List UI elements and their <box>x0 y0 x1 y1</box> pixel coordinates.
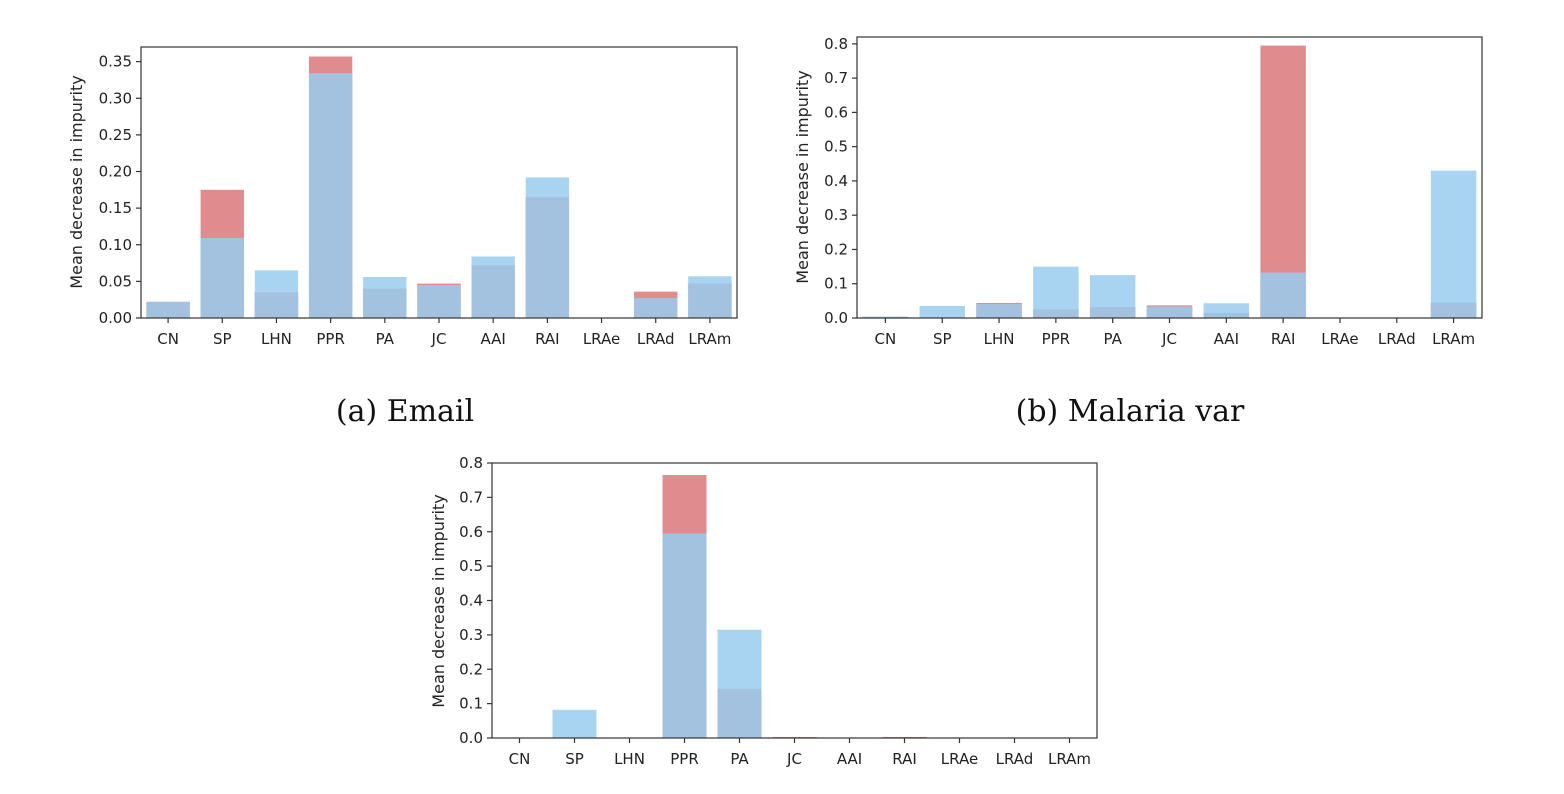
y-tick-label: 0.2 <box>824 240 848 258</box>
x-tick-label: RAI <box>1271 330 1296 348</box>
panel-caption: (b) Malaria var <box>1016 394 1245 429</box>
y-axis-label: Mean decrease in impurity <box>429 494 448 707</box>
y-tick-label: 0.4 <box>459 592 483 610</box>
x-tick-label: JC <box>786 750 802 768</box>
y-tick-label: 0.20 <box>99 163 132 181</box>
bar-overlap-PPR <box>308 73 353 318</box>
bar-overlap-LHN <box>976 304 1022 318</box>
bar-overlap-PA <box>717 688 762 738</box>
x-tick-label: LRAm <box>688 330 731 348</box>
bar-overlap-JC <box>417 285 461 318</box>
y-tick-label: 0.7 <box>824 69 848 87</box>
y-tick-label: 0.1 <box>824 275 848 293</box>
x-tick-label: LHN <box>614 750 645 768</box>
y-tick-label: 0.3 <box>459 626 483 644</box>
y-tick-label: 0.2 <box>459 660 483 678</box>
bar-overlap-LRAm <box>1430 302 1477 318</box>
y-tick-label: 0.15 <box>99 199 132 217</box>
bar-overlap-LRAm <box>688 283 732 318</box>
x-tick-label: CN <box>875 330 897 348</box>
x-tick-label: LRAe <box>1321 330 1358 348</box>
x-tick-label: SP <box>213 330 232 348</box>
panel-caption: (a) Email <box>336 394 474 429</box>
x-tick-label: JC <box>431 330 447 348</box>
x-tick-label: PPR <box>1042 330 1071 348</box>
x-tick-label: LRAm <box>1048 750 1091 768</box>
x-tick-label: CN <box>509 750 531 768</box>
x-tick-label: PA <box>1104 330 1123 348</box>
bar-overlap-JC <box>1146 306 1193 318</box>
bar-overlap-LHN <box>254 292 299 318</box>
x-tick-label: LRAm <box>1432 330 1475 348</box>
y-tick-label: 0.8 <box>459 454 483 472</box>
x-tick-label: CN <box>157 330 179 348</box>
y-tick-label: 0.8 <box>824 35 848 53</box>
bar-overlap-CN <box>146 301 190 318</box>
y-tick-label: 0.1 <box>459 695 483 713</box>
y-tick-label: 0.10 <box>99 236 132 254</box>
y-tick-label: 0.05 <box>99 272 132 290</box>
bar-overlap-RAI <box>1260 272 1306 318</box>
x-tick-label: PPR <box>316 330 345 348</box>
y-tick-label: 0.30 <box>99 89 132 107</box>
y-tick-label: 0.6 <box>824 103 848 121</box>
bar-red-RAI <box>1260 45 1306 318</box>
bar-overlap-PPR <box>662 533 707 738</box>
x-tick-label: SP <box>933 330 952 348</box>
bar-blue-LRAm <box>1430 170 1477 318</box>
axes-frame <box>856 36 1483 319</box>
y-axis-label: Mean decrease in impurity <box>67 75 86 288</box>
x-tick-label: LRAd <box>996 750 1034 768</box>
x-tick-label: SP <box>565 750 584 768</box>
x-tick-label: PPR <box>670 750 699 768</box>
x-tick-label: JC <box>1161 330 1177 348</box>
y-tick-label: 0.7 <box>459 488 483 506</box>
x-tick-label: PA <box>376 330 395 348</box>
chart-panel-1: 0.00 0.05 0.10 0.15 0.20 0.25 0.30 0.35 CN SP LHN P… <box>67 46 738 429</box>
y-tick-label: 0.25 <box>99 126 132 144</box>
x-tick-label: AAI <box>1214 330 1239 348</box>
bar-blue-SP <box>919 306 965 318</box>
bar-overlap-RAI <box>525 197 570 318</box>
chart-panel-3: 0.0 0.1 0.2 0.3 0.4 0.5 0.6 0.7 0.8 CN SP LHN PPR PA J… <box>429 454 1098 768</box>
y-tick-label: 0.6 <box>459 523 483 541</box>
x-tick-label: AAI <box>837 750 862 768</box>
bar-overlap-AAI <box>471 265 515 318</box>
x-tick-label: AAI <box>480 330 505 348</box>
bar-overlap-AAI <box>1203 312 1250 318</box>
x-tick-label: LRAe <box>941 750 978 768</box>
x-tick-label: LRAd <box>637 330 675 348</box>
y-tick-label: 0.00 <box>99 309 132 327</box>
bar-blue-SP <box>552 709 597 738</box>
y-tick-label: 0.0 <box>459 729 483 747</box>
y-tick-label: 0.5 <box>459 557 483 575</box>
y-tick-label: 0.5 <box>824 138 848 156</box>
x-tick-label: LRAe <box>583 330 620 348</box>
x-tick-label: RAI <box>535 330 560 348</box>
y-tick-label: 0.3 <box>824 206 848 224</box>
bar-overlap-LRAd <box>634 298 678 318</box>
bar-overlap-PA <box>363 288 407 318</box>
axes-frame <box>491 462 1098 739</box>
x-tick-label: RAI <box>892 750 917 768</box>
x-tick-label: LHN <box>261 330 292 348</box>
x-tick-label: LHN <box>984 330 1015 348</box>
y-tick-label: 0.35 <box>99 53 132 71</box>
x-tick-label: LRAd <box>1378 330 1416 348</box>
y-tick-label: 0.0 <box>824 309 848 327</box>
y-axis-label: Mean decrease in impurity <box>793 70 812 283</box>
bar-overlap-PPR <box>1033 309 1079 318</box>
chart-panel-2: 0.0 0.1 0.2 0.3 0.4 0.5 0.6 0.7 0.8 CN SP LHN PPR PA J… <box>793 35 1483 429</box>
y-tick-label: 0.4 <box>824 172 848 190</box>
x-tick-label: PA <box>730 750 749 768</box>
bar-overlap-PA <box>1089 307 1136 318</box>
bar-overlap-SP <box>200 238 244 318</box>
